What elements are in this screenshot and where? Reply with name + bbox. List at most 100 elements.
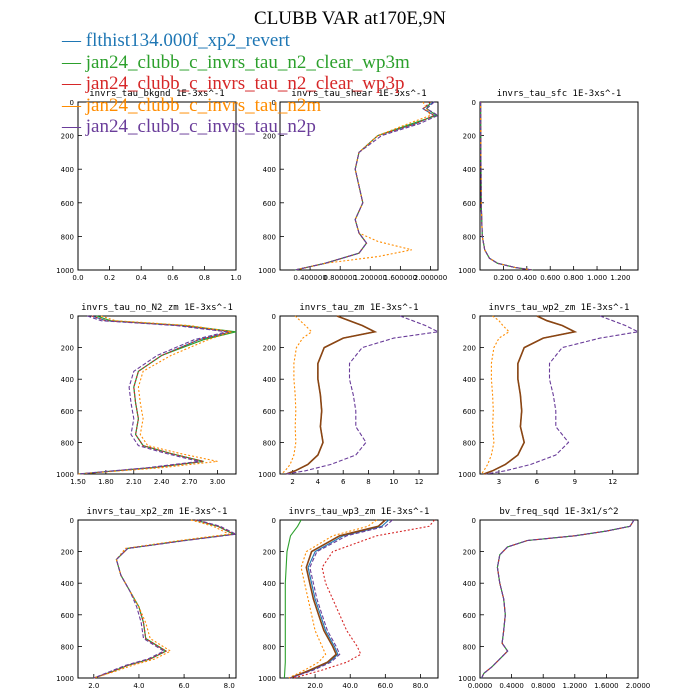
series-line-7-5 — [293, 519, 435, 679]
legend-item-1: — jan24_clubb_c_invrs_tau_n2_clear_wp3m — [62, 52, 410, 74]
series-line-2-1 — [480, 101, 533, 271]
series-line-8-3 — [481, 519, 635, 679]
legend-label-0: — flthist134.000f_xp2_revert — [62, 30, 290, 51]
ytick-label-7-1: 200 — [263, 549, 276, 557]
ytick-label-8-0: 0 — [472, 517, 476, 525]
xtick-label-0-5: 1.0 — [230, 274, 241, 282]
series-line-2-0 — [480, 101, 533, 271]
xtick-label-7-2: 60.0 — [378, 682, 394, 690]
series-line-5-4 — [480, 315, 510, 475]
ytick-label-8-2: 400 — [463, 580, 476, 588]
ytick-label-8-1: 200 — [463, 549, 476, 557]
series-line-4-1 — [286, 315, 377, 475]
ytick-label-7-5: 1000 — [258, 675, 276, 683]
series-line-5-3 — [483, 315, 578, 475]
ytick-label-6-1: 200 — [61, 549, 74, 557]
xtick-label-5-2: 9 — [573, 478, 577, 486]
panel-3: invrs_tau_no_N2_zm 1E-3xs^-1 0 200 400 600 80… — [56, 303, 237, 486]
xtick-label-5-1: 6 — [535, 478, 540, 486]
ytick-label-6-3: 600 — [61, 612, 74, 620]
xtick-label-7-1: 40.0 — [342, 682, 358, 690]
panel-title-5: invrs_tau_wp2_zm 1E-3xs^-1 — [489, 303, 630, 313]
xtick-label-1-1: 0.800000 — [323, 274, 356, 282]
ytick-label-0-0: 0 — [70, 99, 74, 107]
xtick-label-8-4: 1.6000 — [594, 682, 619, 690]
panel-6: invrs_tau_xp2_zm 1E-3xs^-1 0 200 400 600 800 1… — [56, 507, 238, 690]
series-line-7-2 — [290, 519, 390, 679]
ytick-label-1-3: 600 — [263, 200, 276, 208]
panel-2: invrs_tau_sfc 1E-3xs^-1 0 200 400 600 800 1000… — [458, 89, 639, 282]
ytick-label-2-5: 1000 — [458, 267, 476, 275]
xtick-label-2-3: 0.800 — [564, 274, 584, 282]
legend-item-4: — jan24_clubb_c_invrs_tau_n2p — [62, 116, 410, 138]
xtick-label-5-3: 12 — [608, 478, 617, 486]
ytick-label-4-3: 600 — [263, 408, 276, 416]
xtick-label-2-2: 0.600 — [540, 274, 560, 282]
ytick-label-4-4: 800 — [263, 439, 276, 447]
xtick-label-3-5: 3.00 — [210, 478, 226, 486]
xtick-label-5-0: 3 — [497, 478, 501, 486]
panel-frame-4 — [279, 315, 439, 475]
xtick-label-3-2: 2.10 — [126, 478, 142, 486]
ytick-label-4-2: 400 — [263, 376, 276, 384]
ytick-label-5-4: 800 — [463, 439, 476, 447]
panel-frame-7 — [279, 519, 439, 679]
panel-title-2: invrs_tau_sfc 1E-3xs^-1 — [497, 89, 622, 99]
legend-label-2: — jan24_clubb_c_invrs_tau_n2_clear_wp3p — [62, 73, 405, 95]
ytick-label-0-2: 400 — [61, 166, 74, 174]
legend-item-3: — jan24_clubb_c_invrs_tau_n2m — [62, 95, 410, 117]
ytick-label-0-3: 600 — [61, 200, 74, 208]
xtick-label-2-1: 0.400 — [517, 274, 537, 282]
legend-item-0: — flthist134.000f_xp2_revert — [62, 30, 410, 52]
panel-frame-3 — [77, 315, 237, 475]
ytick-label-2-0: 0 — [472, 99, 476, 107]
xtick-label-4-3: 8 — [366, 478, 370, 486]
legend-item-2: — jan24_clubb_c_invrs_tau_n2_clear_wp3p — [62, 73, 410, 95]
xtick-label-6-3: 8.0 — [224, 682, 235, 690]
xtick-label-8-0: 0.0000 — [468, 682, 493, 690]
xtick-label-4-2: 6 — [341, 478, 346, 486]
xtick-label-1-4: 2.000000 — [414, 274, 447, 282]
ytick-label-6-0: 0 — [70, 517, 74, 525]
series-line-1-3 — [294, 101, 432, 271]
panel-title-8: bv_freq_sqd 1E-3x1/s^2 — [499, 507, 618, 517]
figure-title: CLUBB VAR at170E,9N — [254, 8, 446, 29]
legend-label-4: — jan24_clubb_c_invrs_tau_n2p — [62, 116, 316, 138]
panel-frame-2 — [479, 101, 639, 271]
ytick-label-1-0: 0 — [272, 99, 276, 107]
xtick-label-1-0: 0.400000 — [293, 274, 326, 282]
xtick-label-4-1: 4 — [316, 478, 321, 486]
xtick-label-3-0: 1.50 — [70, 478, 86, 486]
xtick-label-7-0: 20.0 — [307, 682, 323, 690]
panel-title-3: invrs_tau_no_N2_zm 1E-3xs^-1 — [81, 303, 233, 313]
ytick-label-3-5: 1000 — [56, 471, 74, 479]
xtick-label-0-0: 0.0 — [72, 274, 83, 282]
xtick-label-0-3: 0.6 — [167, 274, 179, 282]
ytick-label-4-1: 200 — [263, 345, 276, 353]
ytick-label-3-4: 800 — [61, 439, 74, 447]
xtick-label-7-3: 80.0 — [413, 682, 429, 690]
panel-5: invrs_tau_wp2_zm 1E-3xs^-1 0 200 400 600 800 1… — [458, 303, 640, 486]
legend-label-3: — jan24_clubb_c_invrs_tau_n2m — [62, 94, 322, 116]
xtick-label-6-2: 6.0 — [179, 682, 190, 690]
series-line-7-0 — [283, 519, 302, 679]
ytick-label-2-4: 800 — [463, 233, 476, 241]
panel-4: invrs_tau_zm 1E-3xs^-1 0 200 400 600 800 1000 2… — [258, 303, 440, 486]
series-line-4-4 — [280, 315, 313, 475]
ytick-label-0-4: 800 — [61, 233, 74, 241]
panel-1: invrs_tau_shear 1E-3xs^-1 0 200 400 600 800 10… — [258, 89, 447, 282]
ytick-label-6-2: 400 — [61, 580, 74, 588]
xtick-label-2-5: 1.200 — [610, 274, 630, 282]
xtick-label-2-0: 0.200 — [493, 274, 513, 282]
panel-frame-5 — [479, 315, 639, 475]
series-line-6-4 — [93, 519, 238, 679]
ytick-label-5-1: 200 — [463, 345, 476, 353]
series-line-7-3 — [290, 519, 386, 679]
ytick-label-3-3: 600 — [61, 408, 74, 416]
ytick-label-0-5: 1000 — [56, 267, 74, 275]
xtick-label-4-5: 12 — [415, 478, 424, 486]
xtick-label-8-3: 1.2000 — [563, 682, 588, 690]
series-line-4-3 — [286, 315, 378, 475]
ytick-label-7-4: 800 — [263, 643, 276, 651]
